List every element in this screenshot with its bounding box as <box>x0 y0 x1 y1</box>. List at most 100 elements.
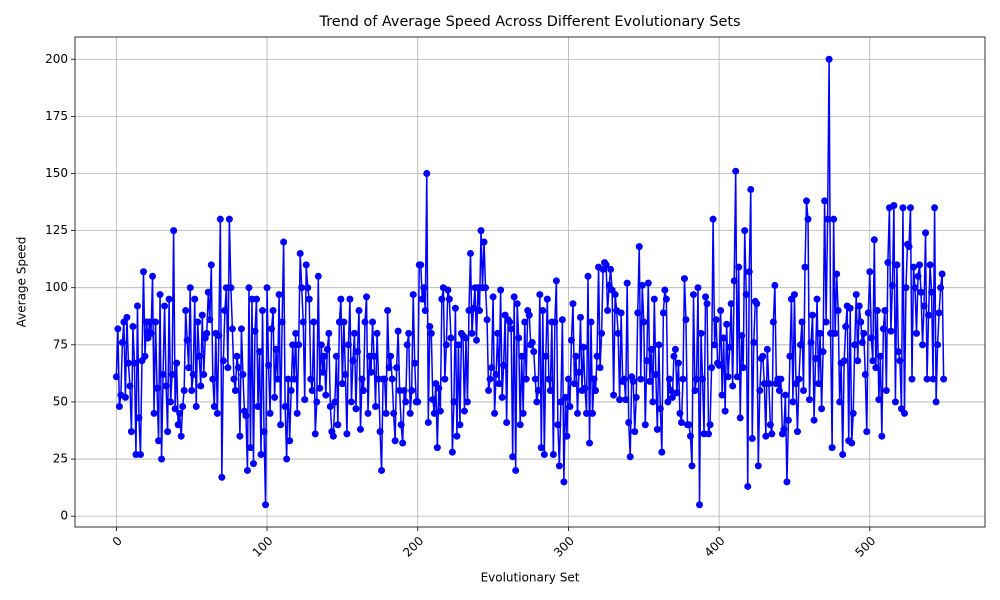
data-point <box>326 402 334 410</box>
data-point <box>748 434 756 442</box>
data-point <box>153 384 161 392</box>
data-point <box>784 416 792 424</box>
data-point <box>759 352 767 360</box>
data-point <box>435 384 443 392</box>
data-point <box>118 339 126 347</box>
data-point <box>387 352 395 360</box>
data-point <box>801 263 809 271</box>
data-point <box>768 430 776 438</box>
data-point <box>931 204 939 212</box>
data-point <box>381 375 389 383</box>
data-point <box>521 318 529 326</box>
data-point <box>494 329 502 337</box>
data-point <box>926 261 934 269</box>
data-point <box>468 329 476 337</box>
data-point <box>851 341 859 349</box>
data-point <box>340 318 348 326</box>
data-point <box>720 334 728 342</box>
data-point <box>495 380 503 388</box>
data-point <box>275 291 283 299</box>
data-point <box>629 377 637 385</box>
data-point <box>560 478 568 486</box>
data-point <box>662 295 670 303</box>
data-point <box>581 384 589 392</box>
data-point <box>718 391 726 399</box>
data-point <box>641 421 649 429</box>
data-point <box>170 227 178 235</box>
data-point <box>906 204 914 212</box>
data-point <box>721 407 729 415</box>
data-point <box>424 418 432 426</box>
data-point <box>462 334 470 342</box>
data-point <box>215 332 223 340</box>
data-point <box>668 393 676 401</box>
data-point <box>555 462 563 470</box>
data-point <box>203 329 211 337</box>
data-point <box>492 371 500 379</box>
data-point <box>818 405 826 413</box>
data-point <box>702 293 710 301</box>
data-point <box>872 364 880 372</box>
data-point <box>369 318 377 326</box>
data-point <box>536 291 544 299</box>
data-point <box>738 332 746 340</box>
data-point <box>925 311 933 319</box>
data-point <box>367 368 375 376</box>
data-point <box>537 444 545 452</box>
data-point <box>507 325 515 333</box>
data-point <box>908 375 916 383</box>
data-point <box>884 259 892 267</box>
data-point <box>534 387 542 395</box>
data-point <box>260 428 268 436</box>
data-point <box>171 405 179 413</box>
data-point <box>543 295 551 303</box>
data-point <box>378 466 386 474</box>
data-point <box>338 380 346 388</box>
data-point <box>331 398 339 406</box>
data-point <box>426 323 434 331</box>
data-point <box>353 348 361 356</box>
data-point <box>332 352 340 360</box>
data-point <box>373 329 381 337</box>
data-point <box>295 341 303 349</box>
data-point <box>206 316 214 324</box>
data-point <box>610 391 618 399</box>
data-point <box>343 430 351 438</box>
data-point <box>804 215 812 223</box>
data-point <box>900 409 908 417</box>
data-point <box>486 375 494 383</box>
y-tick-label: 75 <box>53 337 68 351</box>
data-point <box>363 293 371 301</box>
data-point <box>224 364 232 372</box>
data-point <box>320 352 328 360</box>
data-point <box>308 387 316 395</box>
data-point <box>604 307 612 315</box>
data-point <box>243 466 251 474</box>
data-point <box>676 409 684 417</box>
data-point <box>302 261 310 269</box>
data-point <box>593 352 601 360</box>
data-point <box>679 375 687 383</box>
data-point <box>126 382 134 390</box>
data-point <box>940 375 948 383</box>
data-point <box>592 387 600 395</box>
data-point <box>227 284 235 292</box>
data-point <box>717 307 725 315</box>
data-point <box>290 375 298 383</box>
data-point <box>230 375 238 383</box>
data-point <box>540 450 548 458</box>
data-point <box>441 375 449 383</box>
data-point <box>518 352 526 360</box>
data-point <box>346 295 354 303</box>
data-point <box>703 300 711 308</box>
data-point <box>313 398 321 406</box>
data-point <box>317 341 325 349</box>
data-point <box>124 359 132 367</box>
data-point <box>815 380 823 388</box>
data-point <box>280 238 288 246</box>
data-point <box>756 387 764 395</box>
data-point <box>399 439 407 447</box>
data-point <box>928 288 936 296</box>
data-point <box>183 336 191 344</box>
